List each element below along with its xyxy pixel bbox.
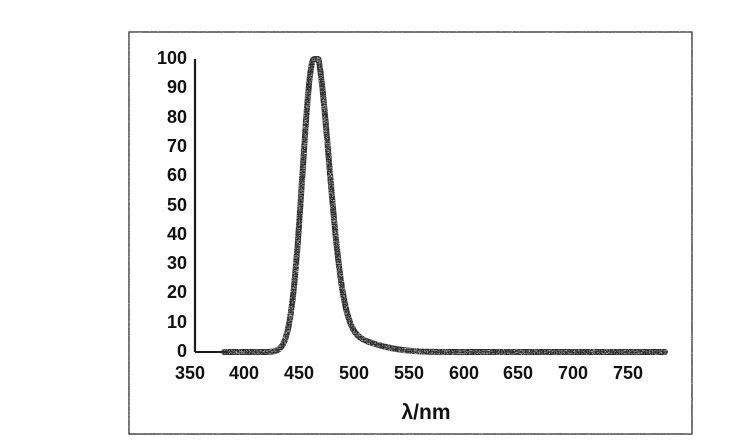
- svg-text:400: 400: [229, 363, 259, 383]
- svg-text:650: 650: [503, 363, 533, 383]
- svg-text:λ/nm: λ/nm: [401, 401, 450, 424]
- svg-text:550: 550: [394, 363, 424, 383]
- svg-text:30: 30: [167, 253, 187, 273]
- svg-text:700: 700: [558, 363, 588, 383]
- svg-text:750: 750: [613, 363, 643, 383]
- svg-text:350: 350: [175, 363, 205, 383]
- svg-text:10: 10: [167, 312, 187, 332]
- svg-text:50: 50: [167, 195, 187, 215]
- svg-text:70: 70: [167, 136, 187, 156]
- svg-text:40: 40: [167, 224, 187, 244]
- svg-text:60: 60: [167, 165, 187, 185]
- svg-text:600: 600: [449, 363, 479, 383]
- svg-text:450: 450: [284, 363, 314, 383]
- svg-text:90: 90: [167, 77, 187, 97]
- svg-text:80: 80: [167, 107, 187, 127]
- svg-text:100: 100: [157, 48, 187, 68]
- svg-text:20: 20: [167, 282, 187, 302]
- svg-text:500: 500: [339, 363, 369, 383]
- svg-text:0: 0: [177, 341, 187, 361]
